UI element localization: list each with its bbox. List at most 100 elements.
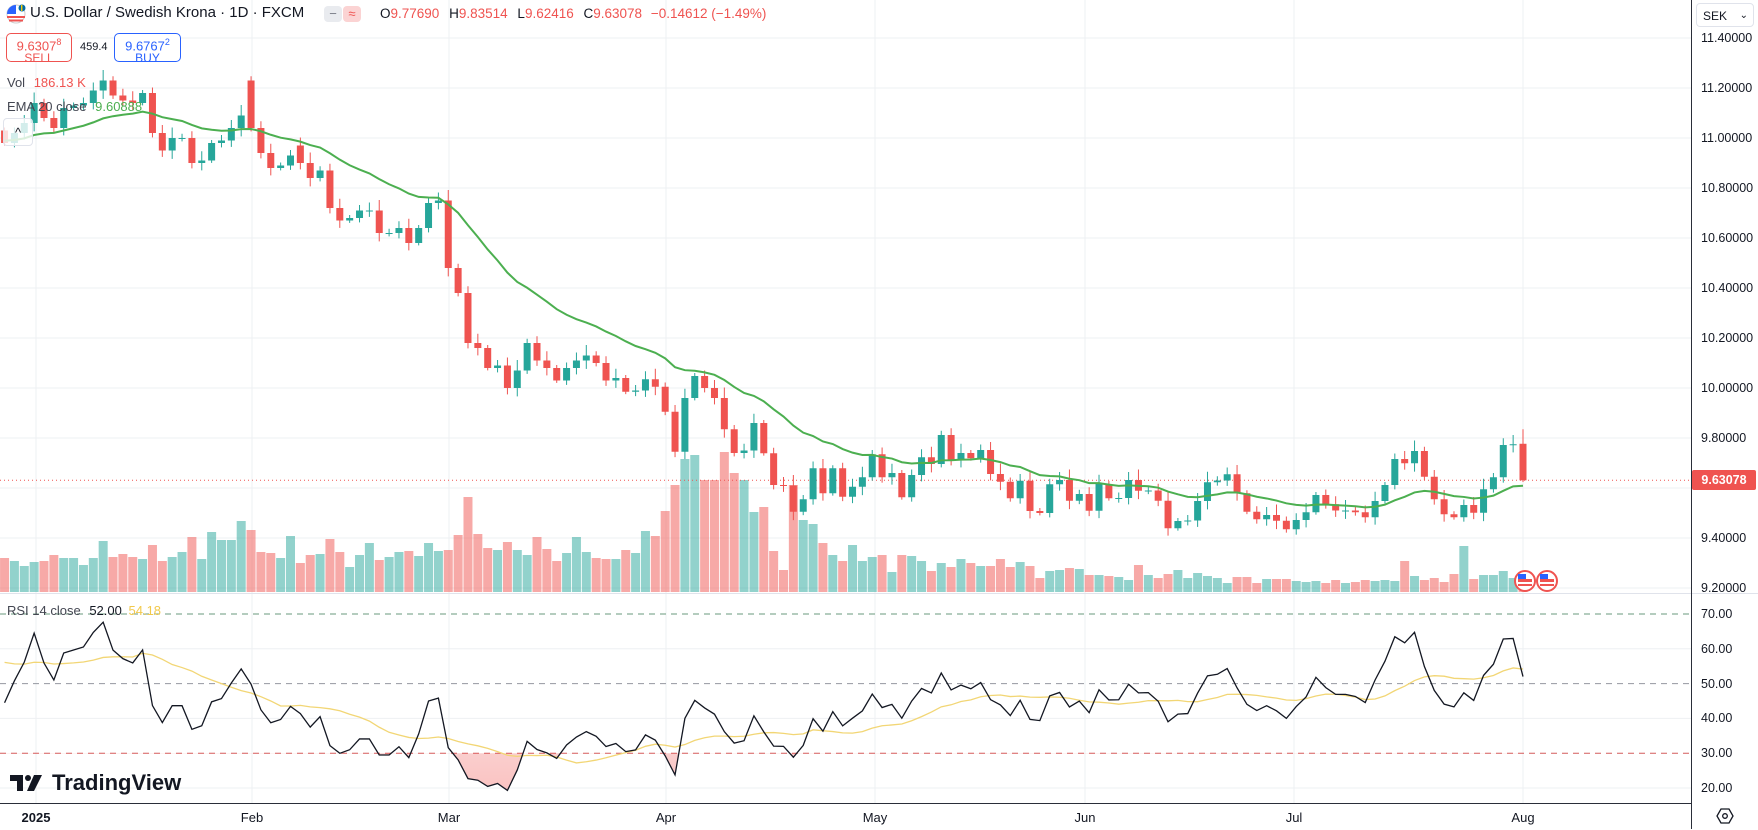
candle-down	[730, 429, 738, 453]
candle-down	[720, 398, 728, 430]
rsi-value: 52.00	[89, 603, 122, 618]
candle-down	[651, 379, 659, 387]
price-axis[interactable]: SEK ⌄ 11.40000 11.20000 11.00000 10.80000 10…	[1691, 0, 1758, 829]
candle-down	[1401, 459, 1409, 464]
candle-up	[1223, 474, 1231, 481]
candle-up	[1302, 512, 1310, 520]
candle-down	[326, 170, 334, 208]
event-flags[interactable]	[1514, 570, 1558, 592]
candle-up	[1460, 505, 1468, 518]
volume-bar	[562, 553, 572, 592]
candle-up	[198, 160, 206, 163]
volume-bar	[1212, 578, 1222, 592]
buy-label: BUY	[135, 51, 160, 66]
tradingview-logo[interactable]: TradingView	[10, 770, 181, 795]
volume-bar	[690, 455, 700, 592]
candle-down	[1065, 480, 1073, 501]
time-label: Mar	[437, 810, 461, 825]
candle-up	[356, 210, 364, 218]
candle-up	[1095, 484, 1103, 511]
candle-down	[780, 485, 787, 486]
volume-bar	[1390, 581, 1400, 592]
candle-up	[60, 108, 68, 128]
pane-separator[interactable]	[0, 593, 1758, 594]
volume-bar	[345, 567, 355, 592]
volume-bar	[631, 553, 641, 592]
volume-bar	[167, 557, 177, 592]
volume-bar	[276, 558, 286, 592]
candle-down	[1243, 493, 1251, 512]
candle-down	[1282, 520, 1290, 530]
rsi-oversold-fill	[4, 753, 1523, 791]
settings-icon[interactable]	[1716, 808, 1734, 824]
volume-bar	[1350, 582, 1360, 592]
volume-bar	[216, 540, 226, 592]
symbol-title[interactable]: U.S. Dollar / Swedish Krona · 1D · FXCM	[30, 4, 305, 21]
chart-canvas[interactable]	[0, 0, 1691, 803]
us-event-flag-icon[interactable]	[1536, 570, 1558, 592]
price-tick-label: 11.00000	[1701, 131, 1753, 145]
candle-down	[40, 103, 48, 118]
us-event-flag-icon[interactable]	[1514, 570, 1536, 592]
candle-down	[247, 80, 255, 128]
candle-up	[908, 475, 916, 498]
candle-down	[1430, 476, 1438, 500]
ema-value: 9.60888	[95, 99, 143, 114]
change-value: −0.14612 (−1.49%)	[650, 6, 767, 21]
buy-button[interactable]: 9.67672 BUY	[114, 33, 181, 66]
candle-up	[316, 170, 324, 178]
candle-down	[839, 468, 847, 497]
volume-bar	[670, 485, 680, 592]
buy-price-pip: 2	[164, 37, 170, 47]
minus-icon[interactable]: −	[324, 6, 342, 22]
volume-bar	[936, 563, 946, 592]
wave-icon[interactable]: ≈	[343, 6, 361, 22]
volume-bar	[443, 550, 453, 592]
candle-up	[799, 499, 807, 512]
currency-dropdown[interactable]: SEK ⌄	[1696, 3, 1754, 27]
candle-down	[375, 210, 383, 233]
collapse-legend-button[interactable]: ^	[3, 118, 33, 146]
volume-bar	[404, 551, 414, 592]
candle-down	[543, 360, 551, 368]
sell-button[interactable]: 9.63078 SELL	[6, 33, 72, 65]
volume-legend[interactable]: Vol 186.13 K	[7, 75, 86, 90]
volume-bar	[147, 545, 157, 592]
candle-down	[1420, 451, 1428, 477]
ema-legend[interactable]: EMA 20 close 9.60888	[7, 99, 142, 114]
high-value: 9.83514	[458, 6, 508, 21]
volume-bar	[1133, 565, 1143, 592]
volume-bar	[98, 541, 108, 592]
volume-bar	[1114, 577, 1124, 592]
candle-down	[1351, 510, 1359, 513]
rsi-line	[3, 620, 1524, 792]
candle-up	[89, 90, 97, 103]
volume-value: 186.13 K	[33, 75, 86, 90]
candle-up	[612, 378, 620, 381]
candle-up	[1174, 521, 1182, 529]
volume-bar	[433, 551, 443, 592]
volume-label: Vol	[7, 75, 26, 90]
candle-down	[533, 343, 541, 361]
time-axis[interactable]: 2025 Feb Mar Apr May Jun Jul Aug	[0, 803, 1691, 830]
volume-bar	[1064, 568, 1074, 592]
volume-bar	[1429, 578, 1439, 592]
volume-bar	[286, 536, 295, 592]
candle-down	[1154, 490, 1162, 501]
rsi-tick-label: 50.00	[1701, 676, 1733, 691]
close-value: 9.63078	[593, 6, 643, 21]
volume-bar	[1202, 576, 1212, 592]
candle-down	[878, 454, 886, 478]
candle-up	[563, 368, 571, 381]
volume-bar	[877, 555, 887, 592]
volume-bar	[1498, 571, 1508, 592]
volume-bar	[78, 565, 88, 592]
rsi-legend[interactable]: RSI 14 close 52.00 54.18	[7, 603, 161, 618]
candle-up	[494, 365, 502, 368]
volume-bar	[1272, 579, 1281, 592]
candle-up	[1203, 482, 1211, 501]
volume-bar	[1508, 578, 1518, 592]
candle-down	[296, 145, 304, 163]
candle-down	[129, 100, 137, 103]
candle-up	[415, 228, 423, 243]
